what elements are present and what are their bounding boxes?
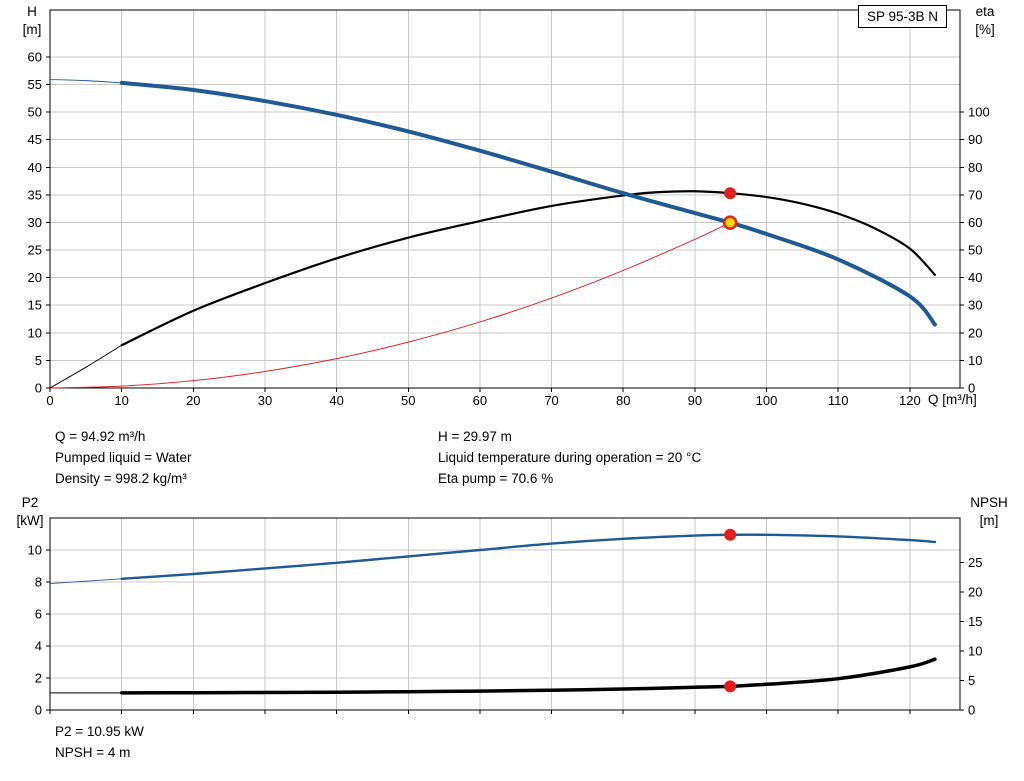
- svg-text:60: 60: [968, 215, 982, 230]
- npsh-value-text: NPSH = 4 m: [55, 745, 131, 760]
- svg-text:10: 10: [28, 325, 42, 340]
- duty-head-text: H = 29.97 m: [438, 429, 512, 444]
- svg-text:10: 10: [114, 393, 128, 408]
- svg-text:0: 0: [968, 703, 975, 718]
- svg-text:110: 110: [828, 393, 849, 408]
- npsh-axis-title-line2: [m]: [979, 513, 999, 528]
- svg-text:15: 15: [28, 298, 42, 313]
- q-axis-title: Q [m³/h]: [928, 392, 977, 407]
- p2-axis-title-line2: [kW]: [16, 513, 44, 528]
- operating-point-left-column: Q = 94.92 m³/h Pumped liquid = Water Den…: [55, 426, 191, 489]
- svg-text:10: 10: [968, 643, 982, 658]
- svg-text:0: 0: [968, 381, 975, 396]
- operating-point-right-column: H = 29.97 m Liquid temperature during op…: [438, 426, 701, 489]
- eta-pump-text: Eta pump = 70.6 %: [438, 471, 554, 486]
- svg-text:0: 0: [35, 703, 42, 718]
- svg-text:20: 20: [186, 393, 200, 408]
- svg-text:30: 30: [968, 298, 982, 313]
- svg-text:6: 6: [35, 607, 42, 622]
- svg-text:55: 55: [28, 77, 42, 92]
- p2-value-text: P2 = 10.95 kW: [55, 724, 144, 739]
- svg-text:5: 5: [35, 353, 42, 368]
- svg-text:70: 70: [968, 187, 982, 202]
- h-axis-title-line1: H: [27, 4, 37, 19]
- svg-text:50: 50: [28, 105, 42, 120]
- svg-text:0: 0: [46, 393, 53, 408]
- svg-text:50: 50: [401, 393, 415, 408]
- svg-text:50: 50: [968, 243, 982, 258]
- svg-text:10: 10: [968, 353, 982, 368]
- eta-axis-title-line2: [%]: [975, 22, 995, 37]
- svg-text:60: 60: [28, 49, 42, 64]
- svg-text:30: 30: [258, 393, 272, 408]
- p2-npsh-chart: 0 2 4 6 8 10 0 5 10 15 20 25: [28, 517, 982, 718]
- svg-text:4: 4: [35, 639, 42, 654]
- svg-text:35: 35: [28, 187, 42, 202]
- svg-text:15: 15: [968, 614, 982, 629]
- power-values-column: P2 = 10.95 kW NPSH = 4 m: [55, 721, 144, 763]
- svg-text:30: 30: [28, 215, 42, 230]
- svg-text:80: 80: [616, 393, 630, 408]
- svg-text:80: 80: [968, 160, 982, 175]
- duty-flow-text: Q = 94.92 m³/h: [55, 429, 146, 444]
- h-axis-title-line2: [m]: [22, 22, 42, 37]
- svg-text:25: 25: [28, 243, 42, 258]
- svg-text:100: 100: [968, 105, 990, 120]
- svg-text:20: 20: [968, 325, 982, 340]
- h-axis-title: H [m]: [10, 3, 54, 39]
- p2-axis-title-line1: P2: [21, 495, 39, 510]
- svg-text:40: 40: [968, 270, 982, 285]
- svg-text:25: 25: [968, 555, 982, 570]
- svg-text:45: 45: [28, 132, 42, 147]
- svg-text:70: 70: [544, 393, 558, 408]
- svg-text:90: 90: [968, 132, 982, 147]
- npsh-axis-title: NPSH [m]: [960, 494, 1018, 530]
- svg-text:40: 40: [329, 393, 343, 408]
- svg-text:5: 5: [968, 673, 975, 688]
- p2-axis-title: P2 [kW]: [6, 494, 54, 530]
- qh-eta-chart: 0 10 20 30 40 50 60 70 80 90 100 110 120051015202530…: [28, 9, 990, 408]
- svg-text:40: 40: [28, 160, 42, 175]
- pump-model-box: SP 95-3B N: [857, 5, 947, 28]
- liquid-temp-text: Liquid temperature during operation = 20…: [438, 450, 702, 465]
- svg-text:120: 120: [899, 393, 921, 408]
- pumped-liquid-text: Pumped liquid = Water: [55, 450, 192, 465]
- svg-text:60: 60: [473, 393, 487, 408]
- density-text: Density = 998.2 kg/m³: [55, 471, 187, 486]
- svg-text:2: 2: [35, 671, 42, 686]
- svg-text:10: 10: [28, 543, 42, 558]
- eta-axis-title: eta [%]: [962, 3, 1008, 39]
- npsh-axis-title-line1: NPSH: [970, 495, 1008, 510]
- svg-text:90: 90: [688, 393, 702, 408]
- eta-axis-title-line1: eta: [975, 4, 995, 19]
- svg-text:8: 8: [35, 575, 42, 590]
- svg-text:0: 0: [35, 381, 42, 396]
- svg-text:100: 100: [756, 393, 778, 408]
- svg-text:20: 20: [968, 584, 982, 599]
- svg-text:20: 20: [28, 270, 42, 285]
